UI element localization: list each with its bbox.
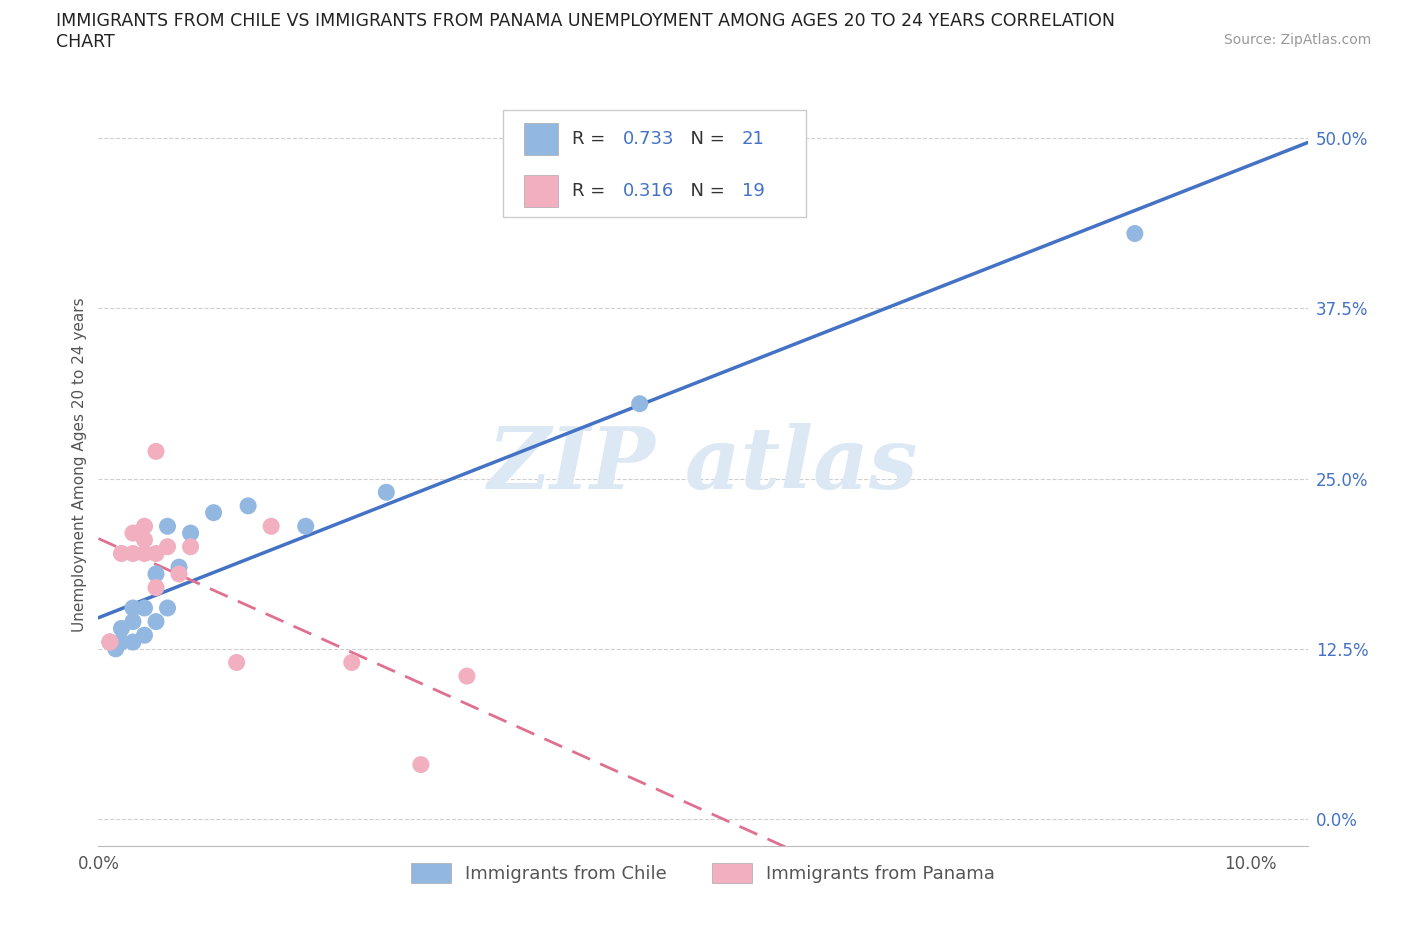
Text: Source: ZipAtlas.com: Source: ZipAtlas.com bbox=[1223, 33, 1371, 47]
Point bbox=[122, 614, 145, 629]
Text: N =: N = bbox=[679, 182, 730, 200]
Point bbox=[122, 546, 145, 561]
Text: 19: 19 bbox=[742, 182, 765, 200]
Point bbox=[98, 634, 121, 649]
Point bbox=[104, 642, 127, 657]
Point bbox=[167, 566, 190, 581]
Y-axis label: Unemployment Among Ages 20 to 24 years: Unemployment Among Ages 20 to 24 years bbox=[72, 298, 87, 632]
Text: N =: N = bbox=[679, 130, 730, 149]
Point bbox=[122, 634, 145, 649]
Point bbox=[110, 634, 132, 649]
Point bbox=[134, 533, 156, 548]
Point bbox=[122, 601, 145, 616]
Point bbox=[156, 539, 179, 554]
Point bbox=[260, 519, 283, 534]
Point bbox=[134, 519, 156, 534]
Text: CHART: CHART bbox=[56, 33, 115, 51]
Point bbox=[202, 505, 225, 520]
Text: R =: R = bbox=[572, 182, 612, 200]
Point bbox=[456, 669, 478, 684]
Point bbox=[145, 444, 167, 458]
Point bbox=[294, 519, 316, 534]
Point bbox=[236, 498, 259, 513]
Point bbox=[180, 525, 202, 540]
Point bbox=[156, 601, 179, 616]
Point bbox=[145, 546, 167, 561]
Point bbox=[375, 485, 398, 499]
FancyBboxPatch shape bbox=[503, 111, 806, 218]
Text: IMMIGRANTS FROM CHILE VS IMMIGRANTS FROM PANAMA UNEMPLOYMENT AMONG AGES 20 TO 24: IMMIGRANTS FROM CHILE VS IMMIGRANTS FROM… bbox=[56, 12, 1115, 30]
Point bbox=[134, 628, 156, 643]
Point bbox=[409, 757, 432, 772]
Point bbox=[145, 566, 167, 581]
Point bbox=[628, 396, 651, 411]
FancyBboxPatch shape bbox=[524, 124, 558, 155]
Point bbox=[98, 634, 121, 649]
Text: R =: R = bbox=[572, 130, 612, 149]
Legend: Immigrants from Chile, Immigrants from Panama: Immigrants from Chile, Immigrants from P… bbox=[404, 856, 1002, 891]
Point bbox=[145, 614, 167, 629]
Point bbox=[134, 546, 156, 561]
Point bbox=[1123, 226, 1146, 241]
Point bbox=[340, 655, 363, 670]
Point bbox=[110, 621, 132, 636]
Point bbox=[110, 546, 132, 561]
Point bbox=[225, 655, 247, 670]
Text: 21: 21 bbox=[742, 130, 765, 149]
FancyBboxPatch shape bbox=[524, 175, 558, 207]
Text: ZIP atlas: ZIP atlas bbox=[488, 423, 918, 507]
Point bbox=[134, 601, 156, 616]
Text: 0.733: 0.733 bbox=[623, 130, 675, 149]
Point bbox=[122, 525, 145, 540]
Point bbox=[98, 634, 121, 649]
Point bbox=[145, 580, 167, 595]
Point bbox=[167, 560, 190, 575]
Point bbox=[180, 539, 202, 554]
Text: 0.316: 0.316 bbox=[623, 182, 675, 200]
Point bbox=[156, 519, 179, 534]
